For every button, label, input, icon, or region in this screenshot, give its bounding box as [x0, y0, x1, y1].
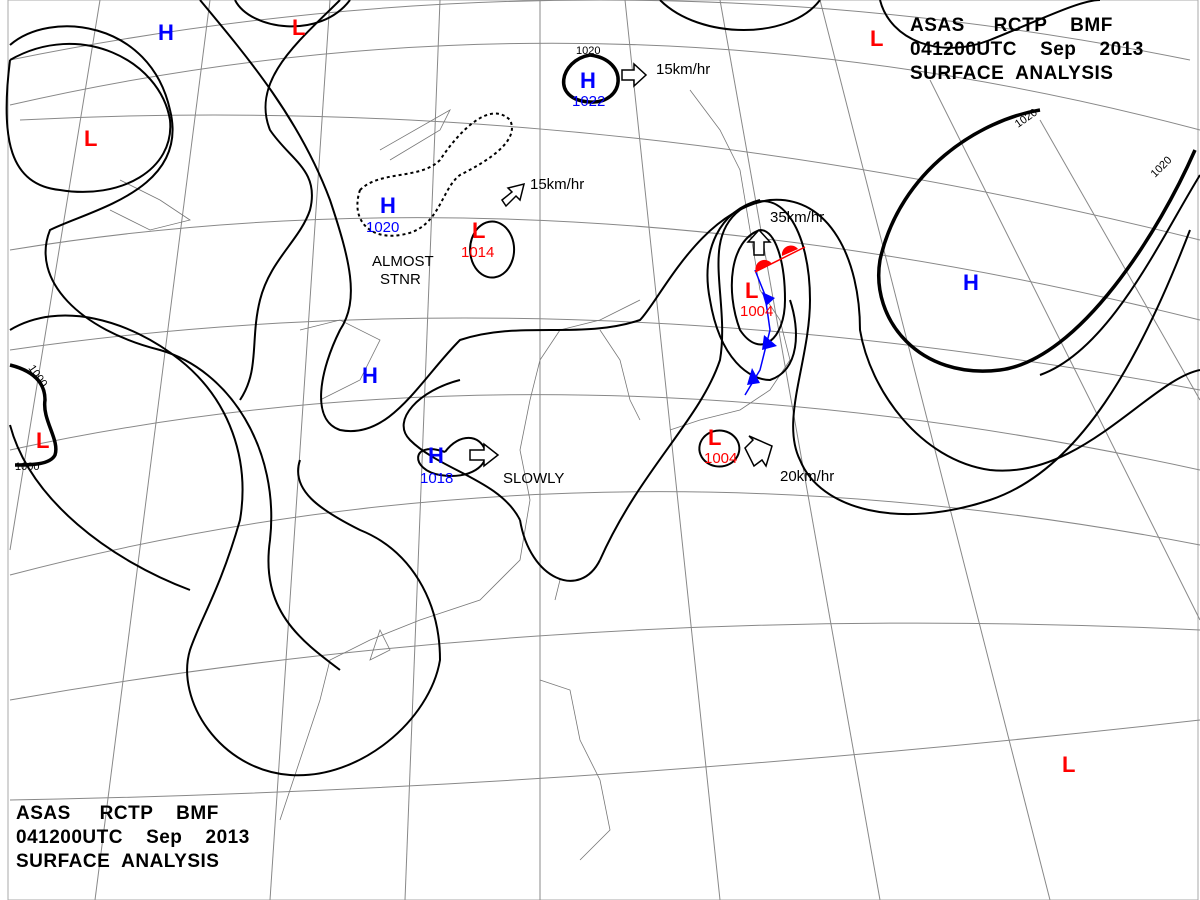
low-center: L: [708, 425, 721, 450]
high-center: H: [428, 443, 444, 468]
motion-label: ALMOST: [372, 253, 434, 270]
warm-front-bump: [755, 259, 772, 272]
low-center: L: [870, 26, 883, 51]
pressure-value: 1014: [461, 244, 494, 261]
high-center: H: [380, 193, 396, 218]
motion-arrows: [469, 62, 773, 468]
high-center: H: [158, 20, 174, 45]
header-top-right: ASAS RCTP BMF 041200UTC Sep 2013 SURFACE A…: [910, 14, 1144, 86]
low-center: L: [472, 218, 485, 243]
pressure-value: 1022: [572, 93, 605, 110]
motion-label: 35km/hr: [770, 209, 824, 226]
coastlines: [109, 89, 791, 861]
cold-front-barb: [762, 292, 775, 306]
graticule: [9, 0, 1200, 900]
motion-label: 15km/hr: [656, 61, 710, 78]
motion-label: SLOWLY: [503, 470, 564, 487]
header-line3: SURFACE ANALYSIS: [910, 63, 1114, 84]
motion-label: STNR: [380, 271, 421, 288]
motion-label: 20km/hr: [780, 468, 834, 485]
pressure-value: 1020: [366, 219, 399, 236]
low-center: L: [1062, 752, 1075, 777]
cold-front-barb: [762, 335, 777, 350]
warm-front-bump: [781, 245, 798, 256]
header-line1: ASAS RCTP BMF: [16, 803, 219, 824]
pressure-value: 1004: [704, 450, 737, 467]
header-line2: 041200UTC Sep 2013: [910, 39, 1144, 60]
motion-arrow: [469, 442, 500, 468]
motion-label: 15km/hr: [530, 176, 584, 193]
isobar-label: 1020: [1149, 154, 1175, 180]
isobar-label: 1000: [26, 363, 50, 390]
isobar-label: 1020: [576, 45, 600, 57]
header-bottom-left: ASAS RCTP BMF 041200UTC Sep 2013 SURFACE A…: [16, 802, 250, 874]
cold-front-barb: [747, 368, 760, 385]
motion-arrow: [744, 435, 773, 468]
map-border: [7, 0, 1199, 900]
header-line1: ASAS RCTP BMF: [910, 15, 1113, 36]
pressure-centers: H L L H 1022 L H 1020 L 1014 L 1004 H H …: [36, 15, 1075, 777]
motion-arrow: [500, 182, 526, 208]
fronts: [744, 245, 806, 396]
high-center: H: [963, 270, 979, 295]
low-center: L: [745, 278, 758, 303]
header-line3: SURFACE ANALYSIS: [16, 851, 220, 872]
header-line2: 041200UTC Sep 2013: [16, 827, 250, 848]
low-center: L: [292, 15, 305, 40]
motion-arrow: [746, 228, 772, 256]
pressure-value: 1018: [420, 470, 453, 487]
high-center: H: [580, 68, 596, 93]
low-center: L: [84, 126, 97, 151]
isobars: [5, 0, 1200, 777]
motion-arrow: [621, 62, 648, 88]
high-center: H: [362, 363, 378, 388]
low-center: L: [36, 428, 49, 453]
motion-labels: 15km/hr 15km/hr 35km/hr 20km/hr SLOWLY A…: [372, 61, 834, 487]
pressure-value: 1004: [740, 303, 773, 320]
isobar-label: 1000: [15, 461, 39, 473]
